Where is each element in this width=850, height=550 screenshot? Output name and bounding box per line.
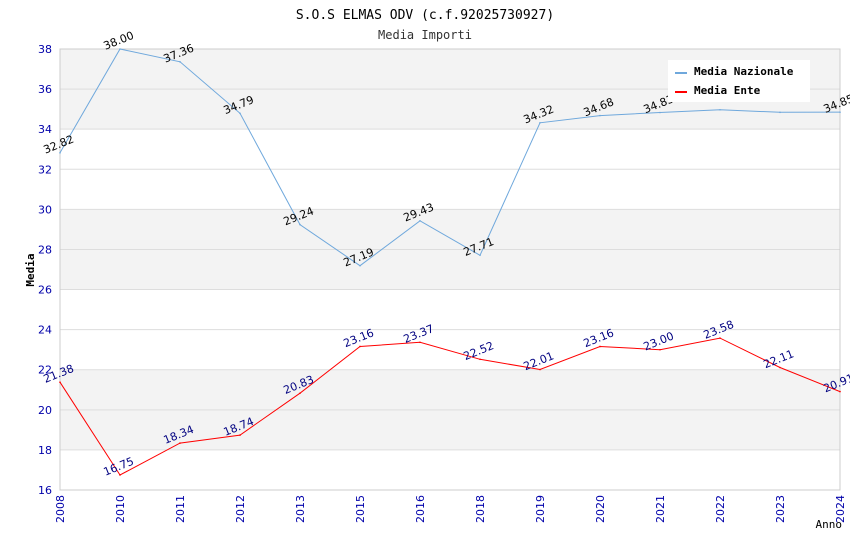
data-point: [779, 366, 781, 369]
data-point: [479, 358, 481, 361]
x-tick-label: 2015: [354, 495, 367, 523]
y-tick-label: 24: [38, 324, 52, 337]
grid-band: [60, 249, 840, 290]
data-label: 16.75: [102, 455, 136, 479]
data-point: [299, 392, 301, 394]
y-tick-label: 22: [38, 364, 52, 377]
data-point: [179, 442, 181, 444]
series-line: [59, 48, 841, 267]
x-axis-ticks: 2008 2010 2011 2012 2013 2015 2016 2018 2019 2020…: [54, 495, 847, 523]
grid-band: [60, 409, 840, 450]
data-point: [239, 434, 241, 436]
legend-label-media-nazionale: Media Nazionale: [694, 65, 794, 78]
x-tick-label: 2023: [774, 495, 787, 523]
grid-band: [60, 369, 840, 410]
x-tick-label: 2019: [534, 495, 547, 523]
x-tick-label: 2022: [714, 495, 727, 523]
data-point: [419, 219, 421, 222]
y-tick-label: 20: [38, 404, 52, 417]
data-point: [539, 121, 541, 124]
y-tick-label: 26: [38, 284, 52, 297]
chart-subtitle: Media Importi: [378, 28, 472, 42]
x-tick-label: 2018: [474, 495, 487, 523]
y-tick-label: 16: [38, 484, 52, 497]
data-point: [659, 111, 661, 114]
data-point: [359, 264, 361, 267]
data-point: [479, 254, 481, 257]
x-tick-label: 2008: [54, 495, 67, 523]
data-point: [599, 114, 601, 117]
y-tick-label: 30: [38, 203, 52, 216]
data-point: [719, 337, 721, 339]
y-tick-label: 38: [38, 43, 52, 56]
x-tick-label: 2013: [294, 495, 307, 523]
legend-background: [668, 60, 810, 102]
x-tick-label: 2024: [834, 495, 847, 523]
x-tick-label: 2011: [174, 495, 187, 523]
data-point: [599, 345, 601, 348]
data-point: [299, 223, 301, 226]
x-tick-label: 2021: [654, 495, 667, 523]
chart-title: S.O.S ELMAS ODV (c.f.92025730927): [296, 8, 554, 23]
plot-border: [59, 48, 841, 491]
data-point: [839, 111, 841, 113]
data-label: 22.11: [762, 347, 796, 371]
series-line: [59, 337, 841, 476]
data-point: [119, 48, 121, 50]
x-tick-label: 2020: [594, 495, 607, 523]
legend: Media Nazionale Media Ente: [668, 60, 810, 102]
data-point: [239, 112, 241, 115]
y-axis-ticks: 16 18 20 22 24 26 28 30 32 34 36 38: [38, 43, 52, 497]
y-axis-label: Media: [24, 253, 37, 286]
data-label: 32.82: [42, 133, 76, 157]
y-tick-label: 36: [38, 83, 52, 96]
data-point: [839, 390, 841, 393]
series-lines: [59, 48, 841, 476]
data-point: [539, 368, 541, 371]
y-tick-label: 34: [38, 123, 52, 136]
y-tick-label: 32: [38, 163, 52, 176]
data-point: [779, 111, 781, 114]
x-tick-label: 2010: [114, 495, 127, 523]
grid-band: [60, 209, 840, 250]
data-point: [359, 345, 361, 348]
legend-label-media-ente: Media Ente: [694, 84, 761, 97]
y-tick-label: 18: [38, 444, 52, 457]
data-point: [659, 348, 661, 351]
x-tick-label: 2016: [414, 495, 427, 523]
data-point: [179, 61, 181, 63]
data-point: [419, 341, 421, 344]
x-tick-label: 2012: [234, 495, 247, 523]
y-tick-label: 28: [38, 243, 52, 256]
data-point: [119, 474, 121, 476]
x-axis-label: Anno: [816, 518, 843, 531]
data-point: [59, 381, 61, 383]
data-point: [59, 152, 61, 154]
data-point: [719, 108, 721, 111]
